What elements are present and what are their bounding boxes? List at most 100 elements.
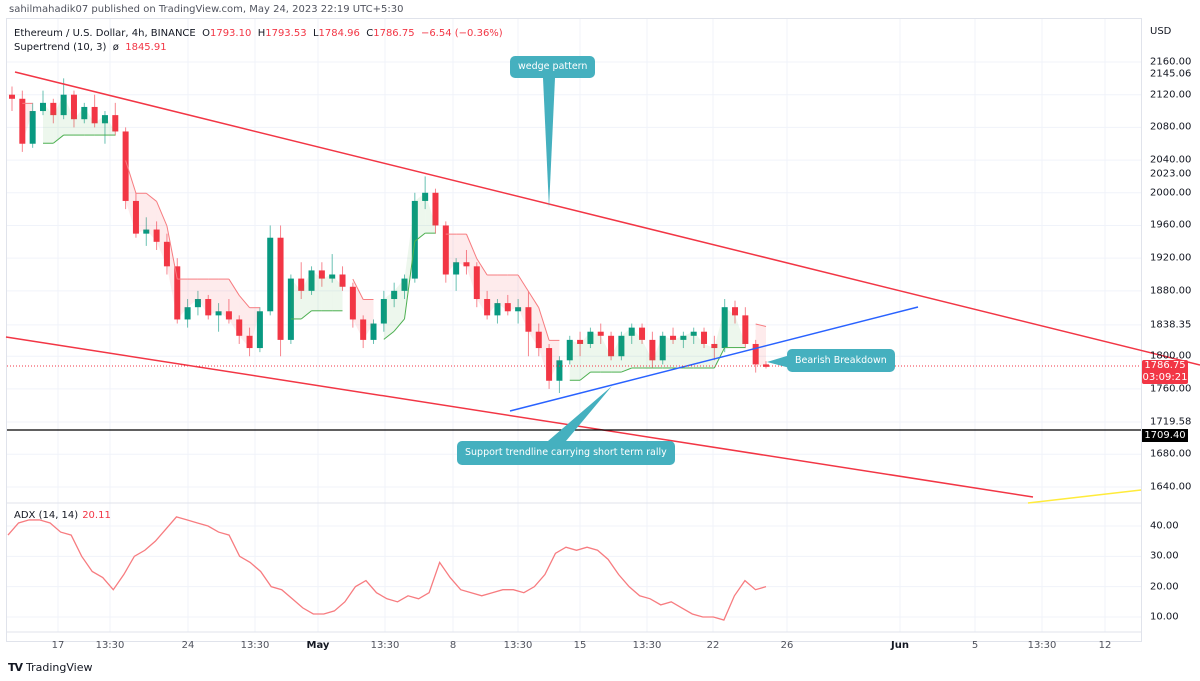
- candle-body: [60, 94, 67, 116]
- time-tick: 5: [971, 640, 979, 651]
- tradingview-logo-icon: TV: [8, 661, 23, 674]
- candle-body: [19, 98, 26, 144]
- supertrend-label[interactable]: Supertrend (10, 3): [14, 42, 107, 53]
- supertrend-fill: [290, 278, 302, 319]
- candle-body: [711, 343, 718, 349]
- candle-body: [422, 192, 429, 201]
- candle-body: [401, 278, 408, 291]
- low-value: 1784.96: [318, 28, 360, 39]
- supertrend-fill: [549, 340, 560, 381]
- candle-body: [370, 323, 377, 340]
- supertrend-fill: [414, 192, 426, 242]
- adx-legend: ADX (14, 14) 20.11: [14, 510, 111, 521]
- supertrend-fill: [621, 327, 632, 373]
- price-tick: 1800.00: [1150, 350, 1192, 362]
- supertrend-fill: [146, 193, 157, 242]
- candle-body: [546, 348, 553, 381]
- supertrend-line: [393, 318, 405, 332]
- supertrend-fill: [642, 339, 653, 368]
- supertrend-fill: [724, 307, 736, 348]
- adx-line: [7, 516, 767, 621]
- candle-body: [701, 331, 708, 344]
- price-tick: 2040.00: [1150, 154, 1192, 166]
- supertrend-line: [466, 233, 478, 259]
- supertrend-fill: [352, 279, 364, 340]
- time-tick: 26: [780, 640, 794, 651]
- supertrend-fill: [600, 335, 612, 373]
- price-tick: 1719.58: [1150, 416, 1192, 428]
- supertrend-line: [579, 371, 591, 381]
- supertrend-line: [403, 241, 416, 320]
- supertrend-fill: [714, 307, 725, 368]
- candle-body: [680, 335, 687, 340]
- candle-body: [50, 102, 57, 116]
- supertrend-line: [53, 134, 64, 144]
- high-label: H: [257, 28, 266, 39]
- supertrend-line: [538, 307, 550, 341]
- supertrend-line: [621, 367, 632, 373]
- candle-body: [329, 274, 336, 279]
- supertrend-symbol-icon: ø: [112, 42, 119, 53]
- candle-body: [649, 339, 656, 361]
- supertrend-fill: [538, 307, 550, 381]
- supertrend-line: [414, 232, 426, 242]
- supertrend-line: [238, 295, 250, 309]
- yellow-trendline: [1027, 489, 1142, 504]
- symbol-title[interactable]: Ethereum / U.S. Dollar, 4h, BINANCE: [14, 28, 196, 39]
- supertrend-fill: [735, 315, 746, 348]
- candle-body: [298, 278, 305, 291]
- supertrend-fill: [425, 192, 436, 234]
- supertrend-line: [352, 278, 364, 300]
- time-tick: Jun: [891, 640, 909, 651]
- price-tick: 1960.00: [1150, 219, 1192, 231]
- candle-body: [101, 115, 108, 124]
- supertrend-fill: [652, 335, 663, 368]
- candle-body: [277, 237, 284, 340]
- candle-body: [453, 262, 460, 275]
- open-value: 1793.10: [209, 28, 252, 39]
- supertrend-fill: [63, 94, 74, 136]
- candle-body: [515, 307, 522, 312]
- candle-body: [628, 327, 635, 336]
- supertrend-fill: [518, 274, 529, 332]
- supertrend-line: [166, 225, 178, 280]
- change-value: −6.54 (−0.36%): [420, 28, 503, 39]
- candle-body: [81, 106, 88, 120]
- candle-body: [225, 311, 232, 320]
- time-tick: 12: [1098, 640, 1112, 651]
- supertrend-line: [755, 323, 767, 327]
- candle-body: [91, 106, 98, 124]
- time-tick: 13:30: [240, 640, 270, 651]
- supertrend-fill: [383, 290, 395, 340]
- candle-body: [566, 339, 573, 361]
- price-tick: 1640.00: [1150, 481, 1192, 493]
- current-price: 1786.75: [1144, 360, 1186, 371]
- candle-body: [205, 299, 212, 316]
- tradingview-logo[interactable]: TV TradingView: [8, 661, 93, 674]
- candle-body: [194, 299, 201, 308]
- supertrend-fill: [208, 279, 219, 316]
- supertrend-fill: [22, 103, 33, 144]
- callout-pointer-support: [548, 386, 612, 441]
- candle-body: [463, 262, 470, 267]
- candle-body: [442, 225, 449, 275]
- chart-frame[interactable]: [6, 18, 1142, 642]
- supertrend-fill: [73, 106, 85, 136]
- currency-label: USD: [1150, 26, 1172, 37]
- supertrend-fill: [755, 324, 766, 367]
- time-tick: 24: [181, 640, 195, 651]
- candle-body: [732, 307, 739, 316]
- callout-pointer-breakdown: [767, 355, 790, 368]
- adx-label[interactable]: ADX (14, 14): [14, 510, 79, 521]
- time-tick: 13:30: [95, 640, 125, 651]
- price-tick: 2120.00: [1150, 89, 1192, 101]
- publisher-line: sahilmahadik07 published on TradingView.…: [9, 4, 404, 15]
- candle-body: [411, 200, 418, 279]
- supertrend-fill: [704, 343, 715, 368]
- callout-support-trendline: Support trendline carrying short term ra…: [457, 441, 675, 465]
- adx-tick: 30.00: [1150, 550, 1179, 562]
- supertrend-fill: [569, 339, 581, 381]
- supertrend-fill: [590, 331, 601, 373]
- supertrend-fill: [404, 200, 415, 319]
